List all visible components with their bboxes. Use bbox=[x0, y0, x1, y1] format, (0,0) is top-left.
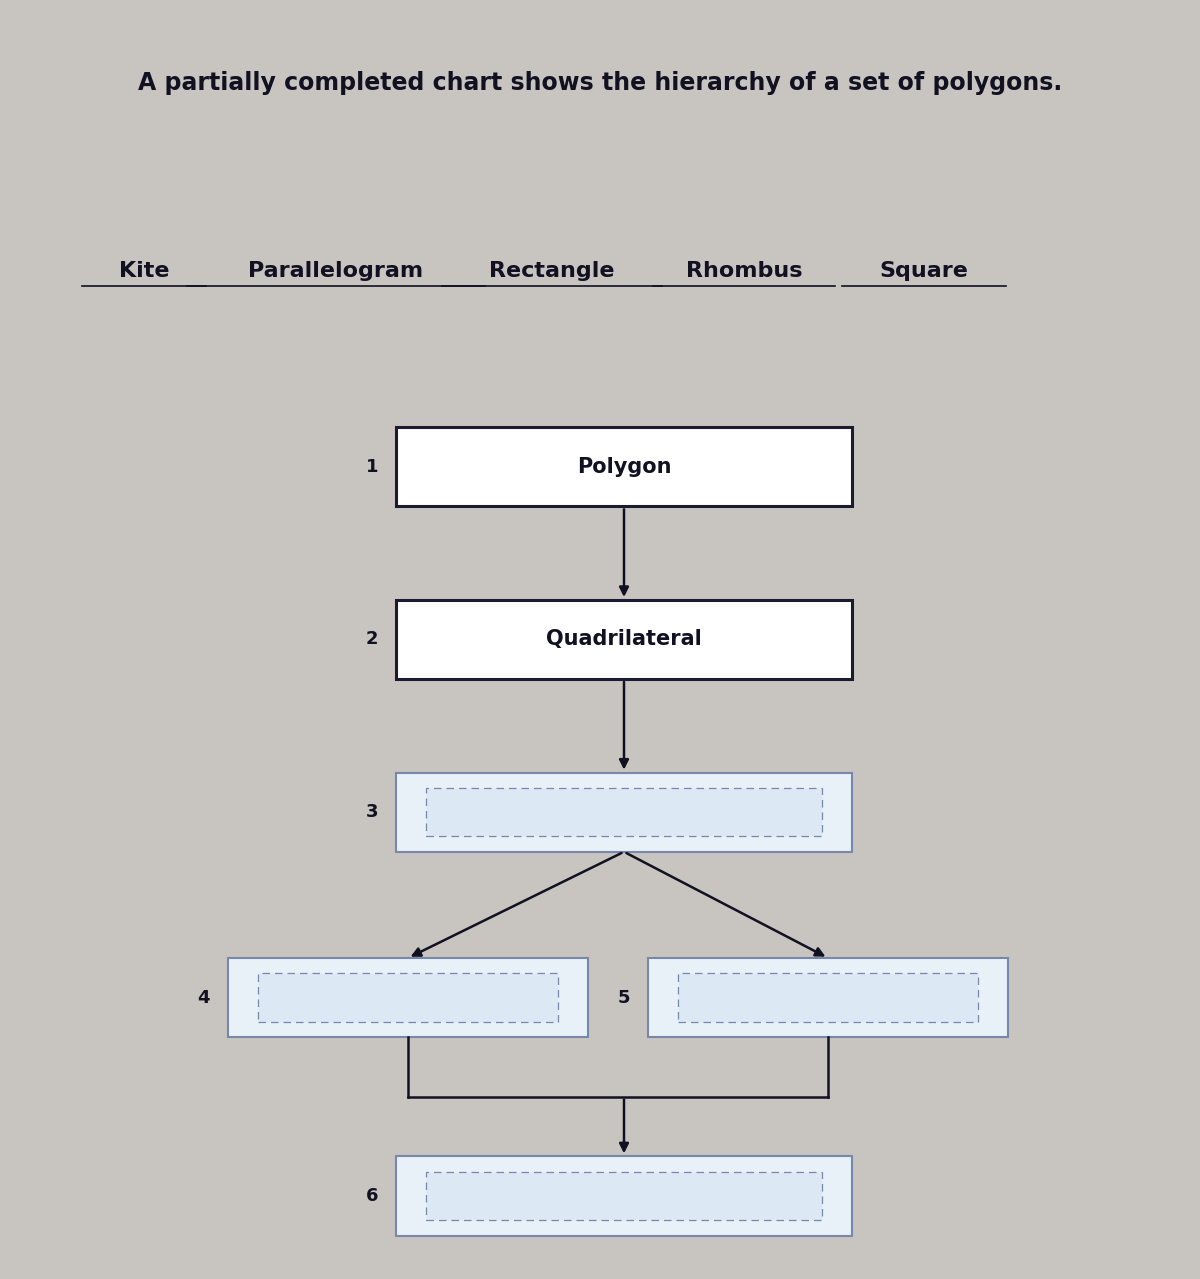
Text: Kite: Kite bbox=[119, 261, 169, 281]
Bar bbox=[396, 773, 852, 852]
Bar bbox=[258, 973, 558, 1022]
Text: A partially completed chart shows the hierarchy of a set of polygons.: A partially completed chart shows the hi… bbox=[138, 72, 1062, 95]
Text: 4: 4 bbox=[198, 989, 210, 1007]
Text: Quadrilateral: Quadrilateral bbox=[546, 629, 702, 650]
Bar bbox=[678, 973, 978, 1022]
Text: Square: Square bbox=[880, 261, 968, 281]
Text: 5: 5 bbox=[618, 989, 630, 1007]
Bar bbox=[396, 1156, 852, 1236]
Bar bbox=[396, 427, 852, 506]
Text: 1: 1 bbox=[366, 458, 378, 476]
Bar bbox=[396, 600, 852, 679]
Text: 6: 6 bbox=[366, 1187, 378, 1205]
Bar bbox=[426, 1172, 822, 1220]
Bar bbox=[648, 958, 1008, 1037]
Text: Rhombus: Rhombus bbox=[685, 261, 803, 281]
Text: Polygon: Polygon bbox=[577, 457, 671, 477]
Bar bbox=[426, 788, 822, 836]
Text: Rectangle: Rectangle bbox=[490, 261, 614, 281]
Bar bbox=[228, 958, 588, 1037]
Text: 2: 2 bbox=[366, 631, 378, 648]
Text: Parallelogram: Parallelogram bbox=[248, 261, 424, 281]
Text: 3: 3 bbox=[366, 803, 378, 821]
